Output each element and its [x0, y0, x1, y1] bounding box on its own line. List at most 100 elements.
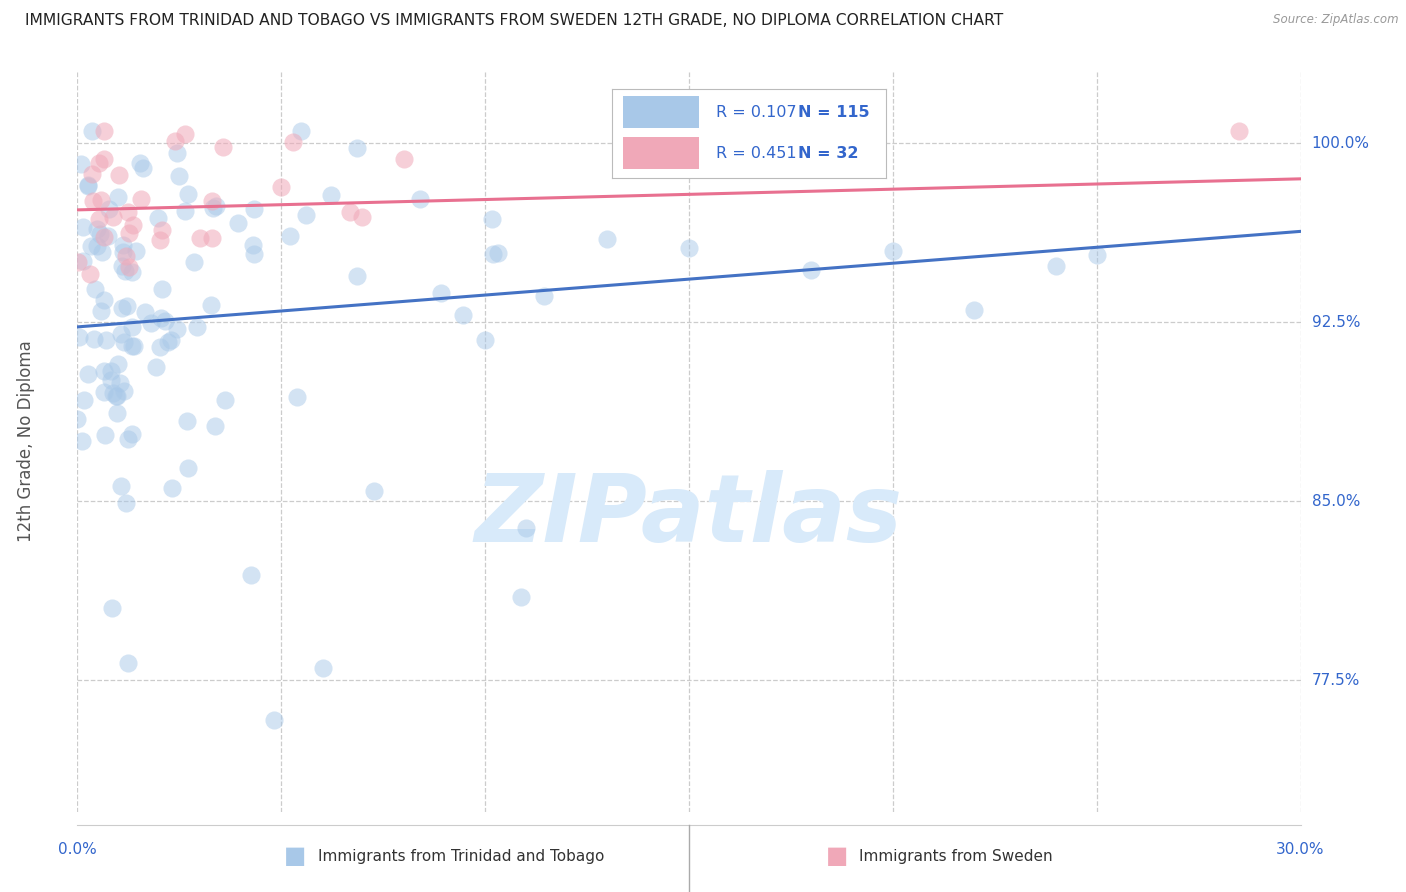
Point — [882, 244, 904, 258]
Point — [93, 124, 115, 138]
Point — [481, 212, 503, 227]
Point — [352, 210, 374, 224]
Point — [270, 179, 292, 194]
Point — [392, 152, 415, 166]
Point — [346, 268, 368, 283]
Point — [346, 140, 368, 154]
Point — [76, 178, 98, 193]
Point — [86, 222, 108, 236]
Point — [678, 241, 700, 255]
Text: R = 0.107: R = 0.107 — [716, 105, 796, 120]
Bar — [623, 137, 699, 169]
Point — [100, 364, 122, 378]
Point — [157, 334, 180, 349]
Point — [115, 496, 138, 510]
Point — [242, 202, 264, 216]
Point — [160, 481, 183, 495]
Text: R = 0.451: R = 0.451 — [716, 146, 796, 161]
Point — [201, 194, 224, 209]
Point — [240, 568, 263, 582]
Point — [76, 367, 98, 381]
Point — [166, 322, 188, 336]
Point — [173, 204, 195, 219]
Point — [148, 211, 170, 225]
Point — [67, 330, 90, 344]
Text: 92.5%: 92.5% — [1312, 315, 1360, 330]
Point — [105, 406, 128, 420]
Point — [93, 385, 115, 400]
Point — [174, 127, 197, 141]
Point — [242, 247, 264, 261]
Point — [176, 414, 198, 428]
Point — [149, 233, 172, 247]
Point — [121, 427, 143, 442]
Text: Immigrants from Trinidad and Tobago: Immigrants from Trinidad and Tobago — [318, 849, 605, 863]
Point — [153, 313, 176, 327]
Point — [93, 293, 115, 307]
Point — [637, 131, 659, 145]
Text: ■: ■ — [825, 845, 848, 868]
Bar — [623, 96, 699, 128]
Point — [115, 249, 138, 263]
Point — [105, 389, 128, 403]
Point — [72, 434, 94, 448]
Point — [89, 156, 111, 170]
Point — [409, 192, 432, 206]
Point — [112, 334, 135, 349]
Point — [486, 245, 509, 260]
Point — [963, 302, 986, 317]
Text: 30.0%: 30.0% — [1277, 842, 1324, 857]
Point — [111, 245, 134, 260]
Point — [177, 461, 200, 475]
Point — [117, 205, 139, 219]
Point — [118, 260, 141, 274]
Point — [226, 216, 249, 230]
Point — [166, 146, 188, 161]
Point — [177, 186, 200, 201]
Point — [363, 483, 385, 498]
Point — [290, 124, 312, 138]
Text: Immigrants from Sweden: Immigrants from Sweden — [859, 849, 1053, 863]
Point — [204, 418, 226, 433]
Point — [93, 152, 115, 166]
Point — [150, 282, 173, 296]
Point — [108, 168, 131, 182]
Point — [117, 656, 139, 670]
Point — [103, 210, 125, 224]
Point — [129, 192, 152, 206]
Point — [121, 320, 143, 334]
Point — [596, 231, 619, 245]
Text: 77.5%: 77.5% — [1312, 673, 1360, 688]
Point — [98, 202, 121, 216]
Point — [118, 226, 141, 240]
Text: ■: ■ — [284, 845, 307, 868]
Text: N = 32: N = 32 — [799, 146, 859, 161]
Text: ZIPatlas: ZIPatlas — [475, 469, 903, 562]
Point — [186, 319, 208, 334]
Point — [201, 201, 224, 215]
Point — [77, 178, 100, 193]
Point — [108, 376, 131, 391]
Point — [100, 373, 122, 387]
Point — [72, 219, 94, 234]
Point — [80, 124, 103, 138]
Point — [150, 223, 173, 237]
Point — [1229, 124, 1251, 138]
Point — [90, 304, 112, 318]
Point — [1045, 259, 1067, 273]
Point — [188, 231, 211, 245]
Point — [141, 316, 163, 330]
Point — [110, 327, 132, 342]
Point — [107, 190, 129, 204]
Point — [134, 305, 156, 319]
Point — [312, 661, 335, 675]
Point — [110, 260, 132, 274]
Point — [80, 167, 103, 181]
Point — [72, 254, 94, 268]
Point — [128, 156, 150, 170]
Text: N = 115: N = 115 — [799, 105, 870, 120]
Point — [111, 237, 134, 252]
Point — [121, 339, 143, 353]
Point — [73, 393, 96, 408]
Point — [97, 228, 120, 243]
